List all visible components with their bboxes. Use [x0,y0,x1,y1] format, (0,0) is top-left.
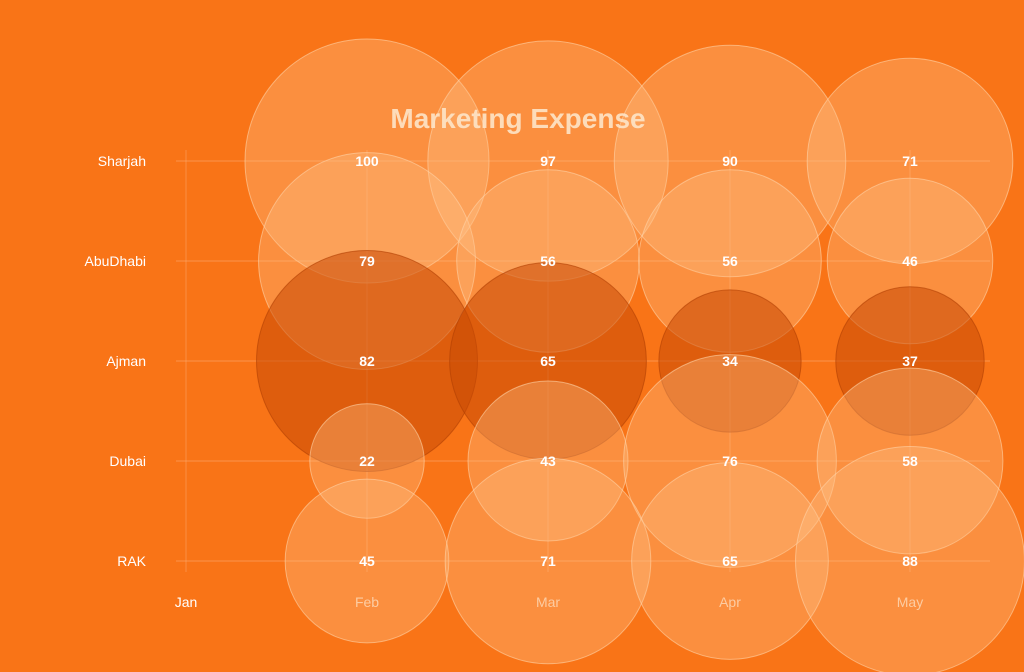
bubble-rak-feb [284,478,450,644]
value-label-sharjah-apr: 90 [722,153,738,169]
value-label-ajman-may: 37 [902,353,918,369]
x-label-may: May [897,594,923,610]
value-label-sharjah-mar: 97 [540,153,556,169]
value-label-rak-may: 88 [902,553,918,569]
value-label-abudhabi-mar: 56 [540,253,556,269]
value-label-abudhabi-feb: 79 [359,253,375,269]
value-label-dubai-may: 58 [902,453,918,469]
bubble-ajman-apr [658,289,802,433]
value-label-rak-feb: 45 [359,553,375,569]
value-label-abudhabi-apr: 56 [722,253,738,269]
x-label-jan: Jan [175,594,198,610]
bubble-dubai-mar [467,380,629,542]
bubble-sharjah-may [806,57,1014,265]
bubble-rak-mar [444,457,652,665]
bubble-rak-apr [631,462,829,660]
value-label-rak-apr: 65 [722,553,738,569]
value-label-abudhabi-may: 46 [902,253,918,269]
y-label-ajman: Ajman [106,353,146,369]
x-label-mar: Mar [536,594,560,610]
value-label-dubai-feb: 22 [359,453,375,469]
bubble-ajman-mar [449,262,647,460]
y-label-dubai: Dubai [109,453,146,469]
value-label-ajman-apr: 34 [722,353,738,369]
value-label-dubai-apr: 76 [722,453,738,469]
bubble-dubai-may [816,367,1004,555]
value-label-sharjah-may: 71 [902,153,918,169]
y-label-sharjah: Sharjah [98,153,146,169]
bubble-sharjah-apr [613,44,847,278]
value-label-rak-mar: 71 [540,553,556,569]
value-label-dubai-mar: 43 [540,453,556,469]
bubble-dubai-apr [623,354,837,568]
chart-title: Marketing Expense [390,103,645,134]
y-label-abudhabi: AbuDhabi [85,253,147,269]
y-label-rak: RAK [117,553,146,569]
bubble-rak-may [795,446,1024,672]
value-label-sharjah-feb: 100 [355,153,379,169]
label-layer: Sharjah AbuDhabi Ajman Dubai RAK Jan Feb Mar Apr… [85,153,924,610]
value-label-ajman-feb: 82 [359,353,375,369]
value-label-ajman-mar: 65 [540,353,556,369]
bubble-layer [244,38,1024,672]
bubble-dubai-feb [309,403,425,519]
x-label-feb: Feb [355,594,379,610]
bubble-ajman-may [835,286,985,436]
x-label-apr: Apr [719,594,741,610]
